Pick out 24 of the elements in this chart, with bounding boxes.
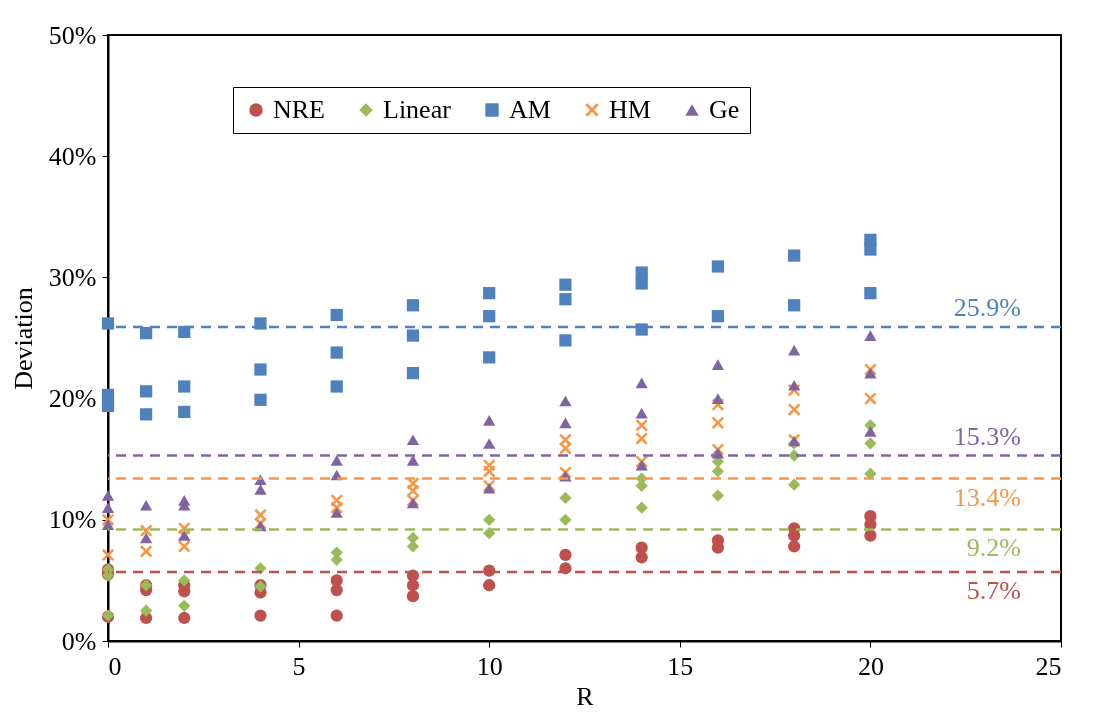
ref-line-label: 13.4% [953,482,1021,512]
x-tick-label: 0 [108,651,122,681]
ref-line-label: 15.3% [953,421,1021,451]
x-tick-label: 10 [476,651,503,681]
ref-line-label: 25.9% [953,293,1021,323]
ref-line-label: 9.2% [966,533,1021,563]
ref-line-label: 5.7% [966,575,1021,605]
x-axis-title: R [576,681,595,711]
y-tick-label: 40% [48,141,97,171]
y-tick-label: 50% [48,20,97,50]
legend-label: Ge [709,95,740,124]
legend-label: Linear [383,95,452,124]
y-tick-label: 30% [48,262,97,292]
y-tick-label: 20% [48,384,97,414]
legend-label: HM [609,95,651,124]
legend-label: NRE [273,95,325,124]
legend-label: AM [509,95,551,124]
y-axis-title: Deviation [8,287,38,390]
x-tick-label: 20 [857,651,884,681]
y-tick-label: 0% [61,626,97,656]
x-tick-label: 15 [667,651,694,681]
y-tick-label: 10% [48,505,97,535]
x-tick-label: 5 [292,651,306,681]
x-tick-label: 25 [1035,651,1062,681]
